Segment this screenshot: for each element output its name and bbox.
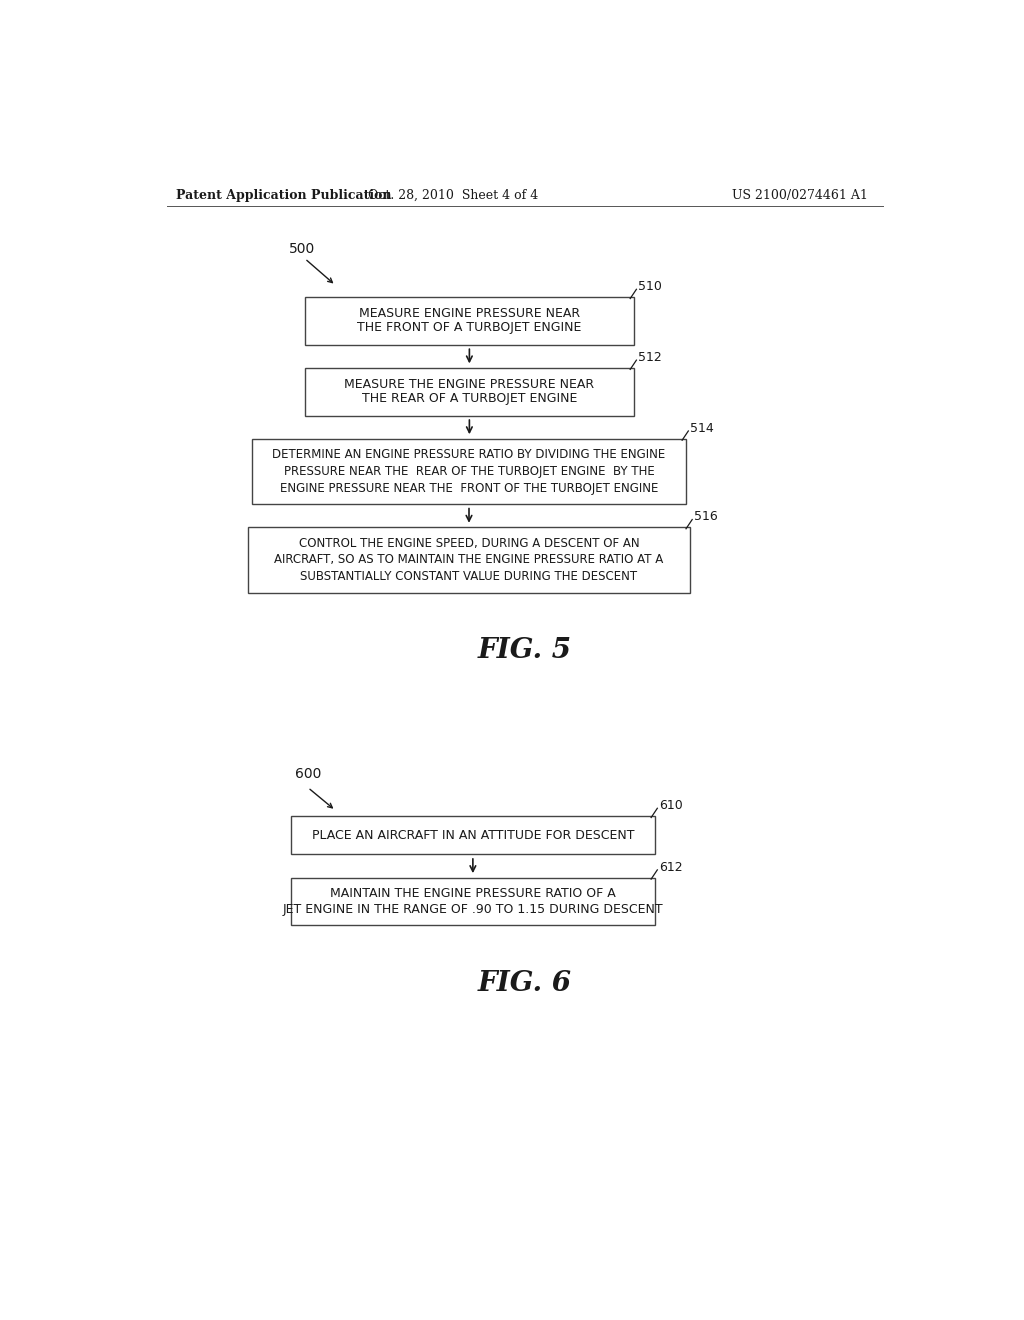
Bar [248, 527, 690, 593]
Text: JET ENGINE IN THE RANGE OF .90 TO 1.15 DURING DESCENT: JET ENGINE IN THE RANGE OF .90 TO 1.15 D… [283, 903, 664, 916]
Text: SUBSTANTIALLY CONSTANT VALUE DURING THE DESCENT: SUBSTANTIALLY CONSTANT VALUE DURING THE … [300, 570, 638, 583]
Text: THE FRONT OF A TURBOJET ENGINE: THE FRONT OF A TURBOJET ENGINE [357, 321, 582, 334]
Text: ENGINE PRESSURE NEAR THE  FRONT OF THE TURBOJET ENGINE: ENGINE PRESSURE NEAR THE FRONT OF THE TU… [280, 482, 658, 495]
Bar [291, 816, 655, 854]
Text: CONTROL THE ENGINE SPEED, DURING A DESCENT OF AN: CONTROL THE ENGINE SPEED, DURING A DESCE… [299, 536, 639, 549]
Text: 514: 514 [690, 422, 714, 434]
Text: AIRCRAFT, SO AS TO MAINTAIN THE ENGINE PRESSURE RATIO AT A: AIRCRAFT, SO AS TO MAINTAIN THE ENGINE P… [274, 553, 664, 566]
Text: 516: 516 [693, 511, 718, 524]
Text: PLACE AN AIRCRAFT IN AN ATTITUDE FOR DESCENT: PLACE AN AIRCRAFT IN AN ATTITUDE FOR DES… [311, 829, 634, 842]
Bar [252, 438, 686, 504]
Text: 510: 510 [638, 280, 662, 293]
Text: 500: 500 [289, 243, 315, 256]
Text: MAINTAIN THE ENGINE PRESSURE RATIO OF A: MAINTAIN THE ENGINE PRESSURE RATIO OF A [330, 887, 615, 900]
Text: PRESSURE NEAR THE  REAR OF THE TURBOJET ENGINE  BY THE: PRESSURE NEAR THE REAR OF THE TURBOJET E… [284, 465, 654, 478]
Text: Patent Application Publication: Patent Application Publication [176, 189, 391, 202]
Text: 600: 600 [295, 767, 321, 780]
Text: THE REAR OF A TURBOJET ENGINE: THE REAR OF A TURBOJET ENGINE [361, 392, 578, 405]
Text: MEASURE ENGINE PRESSURE NEAR: MEASURE ENGINE PRESSURE NEAR [358, 308, 580, 321]
Text: FIG. 5: FIG. 5 [478, 638, 571, 664]
Text: MEASURE THE ENGINE PRESSURE NEAR: MEASURE THE ENGINE PRESSURE NEAR [344, 379, 595, 391]
Bar [305, 297, 634, 345]
Text: DETERMINE AN ENGINE PRESSURE RATIO BY DIVIDING THE ENGINE: DETERMINE AN ENGINE PRESSURE RATIO BY DI… [272, 447, 666, 461]
Text: Oct. 28, 2010  Sheet 4 of 4: Oct. 28, 2010 Sheet 4 of 4 [369, 189, 539, 202]
Text: FIG. 6: FIG. 6 [478, 970, 571, 997]
Bar [291, 878, 655, 925]
Text: 610: 610 [658, 799, 683, 812]
Text: US 2100/0274461 A1: US 2100/0274461 A1 [732, 189, 868, 202]
Bar [305, 368, 634, 416]
Text: 512: 512 [638, 351, 662, 364]
Text: 612: 612 [658, 861, 683, 874]
